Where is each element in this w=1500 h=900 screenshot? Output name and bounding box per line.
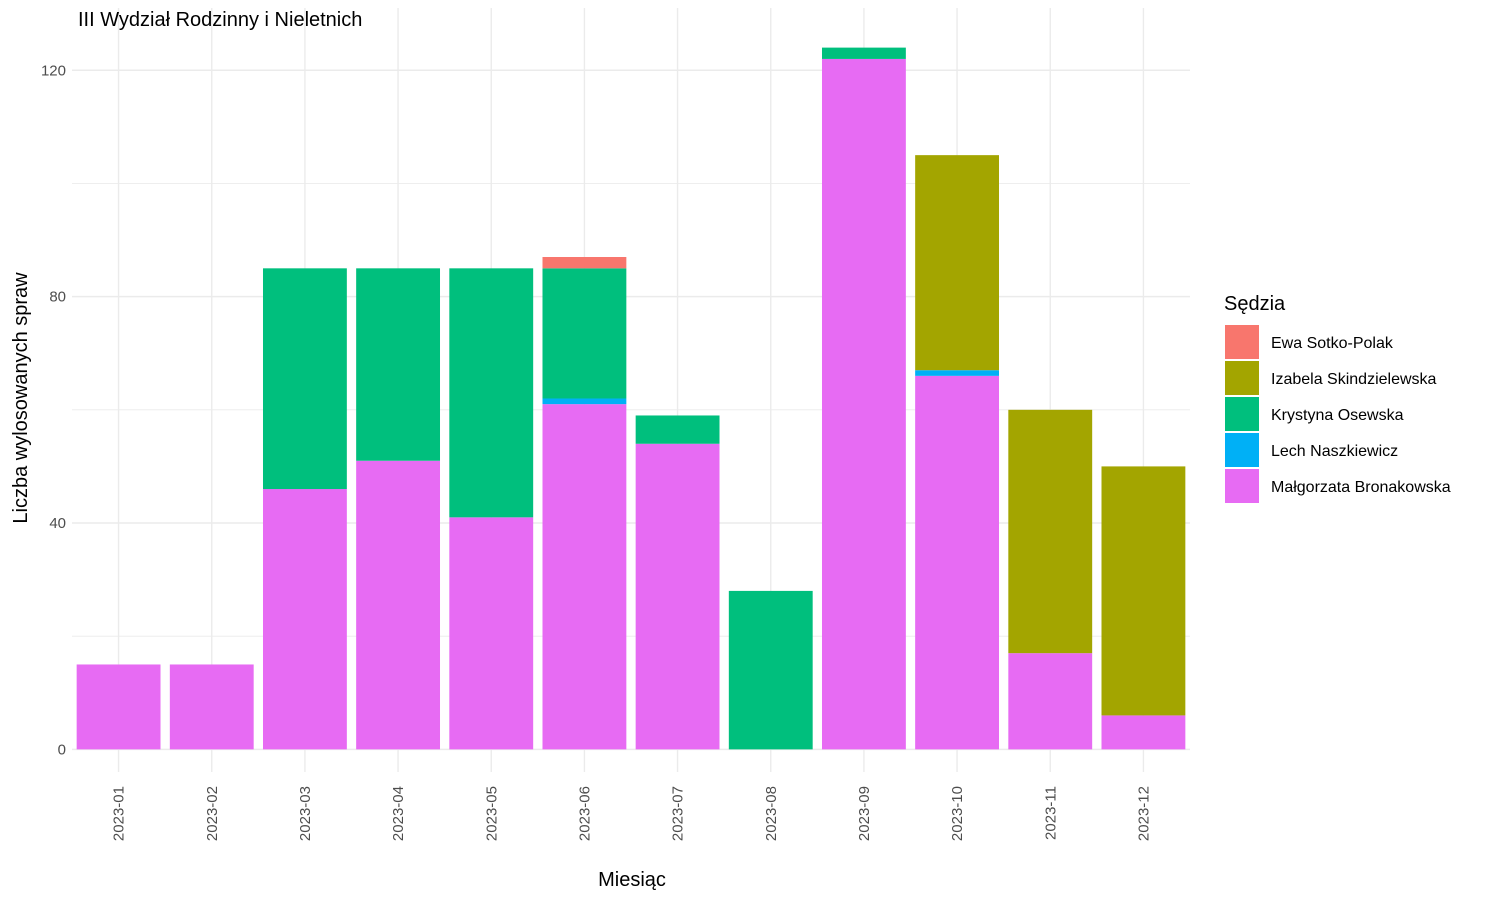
bar-segment [1101, 715, 1186, 750]
legend-label: Krystyna Osewska [1271, 407, 1404, 424]
x-tick-label: 2023-01 [111, 786, 128, 841]
bar-segment [449, 517, 534, 750]
bar-segment [635, 443, 720, 750]
y-tick-label: 0 [58, 741, 66, 758]
y-tick-label: 40 [49, 515, 66, 532]
x-tick-label: 2023-04 [390, 786, 407, 841]
bar-segment [262, 268, 347, 490]
x-axis-ticks: 2023-01 2023-02 2023-03 2023-04 2023-05 2023-… [111, 786, 1153, 841]
bar-segment [542, 257, 627, 269]
legend-label: Izabela Skindzielewska [1271, 371, 1437, 388]
bar-segment [76, 664, 161, 750]
bar-segment [356, 268, 441, 461]
bar-segment [821, 58, 906, 750]
legend-label: Lech Naszkiewicz [1271, 443, 1398, 460]
legend-swatch [1225, 433, 1259, 467]
bar-segment [821, 47, 906, 59]
x-tick-label: 2023-02 [204, 786, 221, 841]
legend-label: Małgorzata Bronakowska [1271, 479, 1451, 496]
legend-swatch [1225, 469, 1259, 503]
bar-segment [1008, 653, 1093, 750]
x-tick-label: 2023-03 [297, 786, 314, 841]
y-tick-label: 120 [41, 62, 66, 79]
bar-segment [635, 415, 720, 444]
bar-segment [915, 155, 1000, 371]
legend-swatch [1225, 325, 1259, 359]
bar-segment [449, 268, 534, 518]
y-axis-title: Liczba wylosowanych spraw [10, 272, 32, 524]
y-axis-ticks: 0 40 80 120 [41, 62, 66, 758]
legend: Sędzia Ewa Sotko-Polak Izabela Skindziele… [1224, 293, 1451, 503]
x-tick-label: 2023-11 [1042, 786, 1059, 840]
bar-segment [169, 664, 254, 750]
legend-title: Sędzia [1224, 293, 1286, 315]
x-axis-title: Miesiąc [598, 869, 666, 891]
y-tick-label: 80 [49, 289, 66, 306]
bars [76, 47, 1186, 750]
x-tick-label: 2023-09 [856, 786, 873, 841]
x-tick-label: 2023-12 [1135, 786, 1152, 841]
legend-swatch [1225, 397, 1259, 431]
bar-segment [542, 268, 627, 399]
bar-segment [1101, 466, 1186, 716]
bar-segment [728, 590, 813, 750]
bar-segment [1008, 409, 1093, 654]
chart-title: III Wydział Rodzinny i Nieletnich [78, 9, 362, 31]
bar-segment [542, 404, 627, 750]
x-tick-label: 2023-06 [576, 786, 593, 841]
x-tick-label: 2023-08 [763, 786, 780, 841]
x-tick-label: 2023-07 [670, 786, 687, 841]
bar-segment [356, 460, 441, 750]
legend-label: Ewa Sotko-Polak [1271, 335, 1394, 352]
bar-segment [262, 489, 347, 750]
x-tick-label: 2023-10 [949, 786, 966, 841]
bar-segment [542, 398, 627, 405]
legend-swatch [1225, 361, 1259, 395]
bar-segment [915, 375, 1000, 750]
bar-segment [915, 370, 1000, 376]
x-tick-label: 2023-05 [483, 786, 500, 841]
